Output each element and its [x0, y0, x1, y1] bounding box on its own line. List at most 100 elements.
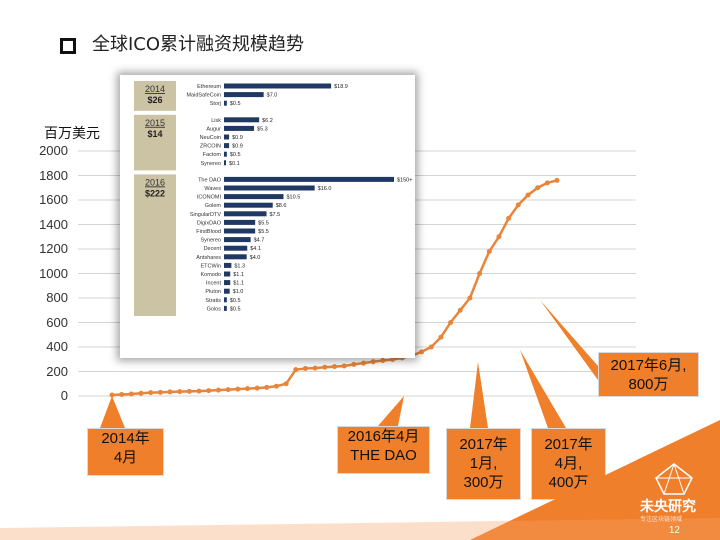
inset-bar-label: SingularDTV	[190, 212, 222, 218]
inset-bar-value: $7.0	[267, 93, 278, 99]
inset-bar-label: The DAO	[198, 177, 222, 183]
inset-bar	[224, 117, 260, 123]
inset-group-band	[134, 81, 176, 111]
inset-bar	[224, 280, 231, 286]
inset-bar	[224, 151, 227, 157]
data-point	[273, 383, 279, 389]
inset-group-year: 2014	[145, 84, 165, 94]
inset-bar-value: $5.5	[258, 229, 269, 235]
inset-group-total: $26	[147, 95, 162, 105]
data-point	[525, 192, 531, 198]
inset-group-band	[134, 174, 176, 316]
inset-bar-label: Komodo	[201, 272, 222, 278]
inset-bar-label: MaidSafeCoin	[186, 93, 221, 99]
data-point	[264, 384, 270, 390]
data-point	[119, 392, 125, 398]
inset-bar-value: $0.5	[230, 306, 241, 312]
inset-bar	[224, 305, 227, 311]
inset-bar-label: Antshares	[196, 255, 221, 261]
y-tick-label: 1600	[39, 192, 68, 207]
data-point	[535, 185, 541, 191]
data-point	[438, 334, 444, 340]
inset-bar-value: $4.0	[250, 255, 261, 261]
inset-bar-label: Decent	[204, 246, 222, 252]
inset-bar-value: $0.5	[230, 152, 241, 158]
data-point	[322, 364, 328, 370]
y-tick-label: 800	[46, 290, 68, 305]
y-tick-label: 600	[46, 314, 68, 330]
inset-bar-label: Factom	[203, 152, 222, 158]
data-point	[419, 349, 425, 355]
data-point	[225, 387, 231, 393]
data-point	[496, 234, 502, 240]
data-point	[361, 360, 367, 366]
data-point	[506, 215, 512, 221]
inset-bar-value: $10.5	[287, 195, 301, 201]
inset-bar-label: Storj	[210, 101, 221, 107]
inset-bar	[224, 297, 227, 303]
data-point	[109, 392, 115, 398]
inset-bar	[224, 271, 231, 277]
inset-bar	[224, 202, 273, 208]
data-point	[390, 356, 396, 362]
title-bullet-icon	[60, 38, 76, 54]
callout-2014-apr: 2014年 4月	[87, 428, 164, 476]
inset-bar	[224, 245, 248, 251]
inset-bar-label: ICONOMI	[197, 195, 222, 201]
inset-bar-label: Incent	[206, 281, 221, 287]
inset-group-band	[134, 114, 176, 171]
inset-bar	[224, 83, 332, 89]
callout-pointer	[378, 396, 404, 426]
y-tick-label: 1000	[39, 265, 68, 281]
y-tick-label: 0	[60, 388, 68, 403]
y-tick-label: 200	[46, 363, 68, 379]
inset-bar-label: ZRCOIN	[200, 144, 221, 150]
inset-bar-value: $0.9	[232, 144, 243, 150]
inset-bar-label: ETCWin	[201, 263, 221, 269]
data-point	[196, 388, 202, 394]
inset-bar-label: Pluton	[205, 289, 221, 295]
data-point	[332, 364, 337, 370]
callout-2016-apr-dao: 2016年4月 THE DAO	[337, 426, 430, 474]
logo-subtitle: 专注区块链领域	[640, 516, 683, 523]
callout-pointer	[540, 300, 598, 380]
inset-bar-value: $7.5	[270, 212, 281, 218]
y-axis-label: 百万美元	[44, 126, 100, 142]
inset-bar	[224, 185, 315, 191]
inset-bar-value: $0.5	[230, 298, 241, 304]
inset-bar	[224, 143, 230, 149]
inset-bar-value: $1.1	[233, 272, 244, 278]
inset-bar-value: $5.5	[258, 220, 269, 226]
data-point	[370, 359, 376, 365]
data-point	[215, 387, 221, 393]
inset-bar-value: $0.5	[230, 101, 241, 107]
slide-title: 全球ICO累计融资规模趋势	[92, 34, 305, 55]
inset-bar-label: Ethereum	[197, 84, 221, 90]
callout-pointer	[520, 350, 566, 428]
callout-2017-jan: 2017年 1月, 300万	[446, 428, 521, 500]
callout-pointer	[470, 362, 488, 428]
data-point	[254, 385, 260, 391]
inset-bar-value: $1.3	[234, 263, 245, 269]
y-tick-label: 2000	[39, 143, 68, 158]
y-tick-label: 1400	[39, 216, 68, 232]
data-point	[186, 388, 192, 394]
data-point	[302, 365, 308, 371]
inset-bar-label: Stratis	[205, 298, 221, 304]
inset-bar-value: $4.7	[254, 238, 265, 244]
data-point	[477, 271, 483, 276]
data-point	[380, 357, 386, 363]
data-point	[486, 248, 492, 254]
data-point	[351, 361, 357, 367]
page-number: 12	[668, 525, 680, 536]
data-point	[128, 391, 134, 397]
logo-text: 未央研究	[640, 499, 696, 515]
data-point	[206, 388, 212, 394]
inset-bar	[224, 262, 232, 268]
inset-bar-label: FirstBlood	[196, 229, 221, 235]
inset-bar-value: $5.3	[257, 126, 268, 132]
data-point	[428, 344, 434, 350]
inset-bar	[224, 160, 226, 166]
